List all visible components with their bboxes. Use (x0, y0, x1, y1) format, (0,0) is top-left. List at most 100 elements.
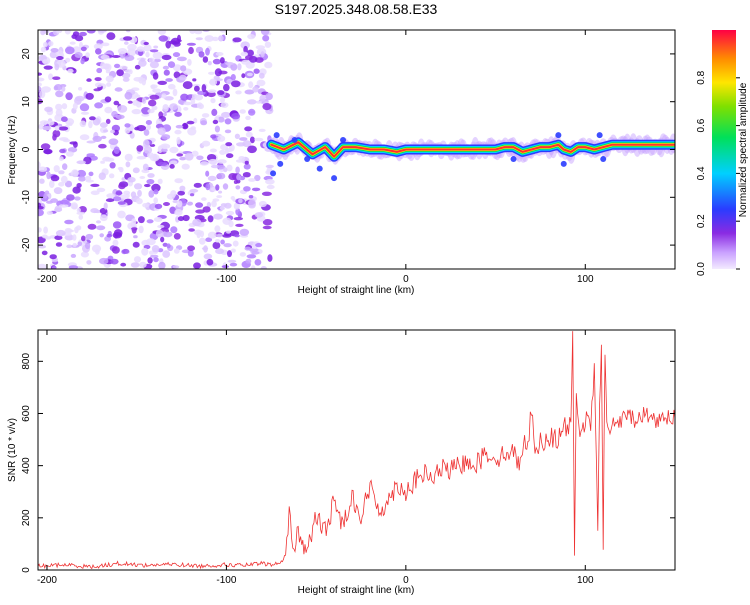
noise-blob (259, 94, 266, 102)
noise-blob (187, 58, 192, 66)
x-tick-label: -200 (37, 575, 57, 586)
snr-frame (37, 329, 676, 571)
noise-blob (201, 197, 207, 201)
noise-blob (85, 233, 94, 240)
noise-blob (90, 190, 100, 196)
noise-blob (176, 56, 187, 62)
noise-blob (118, 183, 126, 190)
noise-blob (73, 141, 78, 148)
noise-blob (244, 89, 255, 95)
noise-blob (207, 61, 212, 66)
colorbar-label: Normalized spectral amplitude (738, 82, 749, 217)
noise-blob (145, 120, 152, 125)
noise-blob (220, 96, 225, 104)
noise-blob (236, 173, 242, 181)
noise-blob (43, 226, 48, 234)
noise-blob (100, 135, 107, 139)
noise-blob (106, 32, 116, 40)
noise-blob (58, 170, 65, 175)
signal-spot (316, 165, 323, 172)
noise-blob (149, 94, 160, 100)
noise-blob (53, 165, 60, 173)
noise-blob (46, 200, 53, 204)
noise-blob (221, 111, 231, 118)
noise-blob (97, 30, 107, 33)
noise-blob (241, 59, 251, 65)
noise-blob (256, 79, 266, 87)
noise-blob (48, 73, 54, 81)
spectrogram-x-label: Height of straight line (km) (298, 285, 415, 296)
noise-blob (253, 68, 260, 74)
noise-blob (214, 225, 221, 233)
noise-blob (169, 160, 178, 165)
noise-blob (248, 199, 256, 208)
noise-blob (173, 233, 181, 240)
noise-blob (161, 145, 168, 149)
noise-blob (165, 40, 171, 49)
noise-blob (186, 42, 196, 46)
noise-blob (113, 196, 122, 202)
noise-blob (181, 123, 189, 130)
noise-blob (157, 178, 163, 185)
noise-blob (125, 161, 131, 168)
noise-blob (38, 244, 46, 249)
noise-blob (189, 30, 196, 34)
noise-blob (88, 171, 94, 177)
noise-blob (203, 253, 213, 260)
noise-blob (195, 37, 203, 41)
noise-blob (38, 202, 42, 208)
noise-blob (138, 216, 145, 224)
noise-blob (188, 46, 194, 55)
noise-blob (48, 41, 54, 47)
noise-blob (208, 71, 215, 75)
noise-blob (58, 156, 64, 162)
noise-blob (191, 150, 199, 157)
noise-blob (127, 176, 136, 183)
signal-spot (340, 136, 347, 143)
noise-blob (44, 106, 53, 113)
noise-blob (42, 59, 49, 64)
noise-blob (176, 200, 183, 208)
noise-blob (162, 65, 169, 70)
noise-blob (199, 230, 205, 238)
noise-blob (89, 116, 96, 121)
noise-blob (226, 153, 234, 159)
noise-blob (76, 160, 86, 165)
signal-spot (560, 160, 567, 167)
noise-blob (136, 145, 144, 152)
noise-blob (74, 52, 83, 58)
noise-blob (153, 45, 159, 49)
noise-blob (205, 47, 210, 56)
noise-blob (85, 179, 94, 183)
noise-blob (149, 153, 160, 162)
snr-y-ticks: 0 200 400 600 800 (21, 353, 675, 573)
noise-blob (143, 44, 152, 52)
noise-blob (113, 146, 120, 154)
noise-blob (56, 30, 63, 34)
noise-blob (39, 178, 45, 184)
noise-blob (200, 120, 208, 126)
noise-blob (265, 164, 274, 169)
noise-blob (177, 216, 185, 222)
noise-blob (119, 167, 124, 173)
noise-blob (235, 207, 241, 216)
noise-blob (187, 249, 194, 257)
noise-blob (239, 137, 248, 141)
noise-blob (245, 258, 252, 264)
noise-blob (100, 54, 110, 60)
noise-blob (86, 140, 96, 144)
noise-blob (77, 241, 83, 247)
noise-blob (129, 132, 135, 139)
noise-blob (150, 84, 158, 89)
noise-blob (247, 145, 257, 154)
noise-blob (216, 172, 226, 180)
noise-blob (210, 134, 217, 139)
noise-blob (61, 116, 68, 122)
noise-blob (147, 257, 153, 264)
noise-blob (86, 153, 95, 158)
noise-blob (152, 51, 163, 60)
noise-blob (212, 119, 219, 125)
y-tick-label: -10 (21, 190, 32, 205)
noise-blob (132, 167, 140, 174)
noise-blob (67, 68, 74, 74)
